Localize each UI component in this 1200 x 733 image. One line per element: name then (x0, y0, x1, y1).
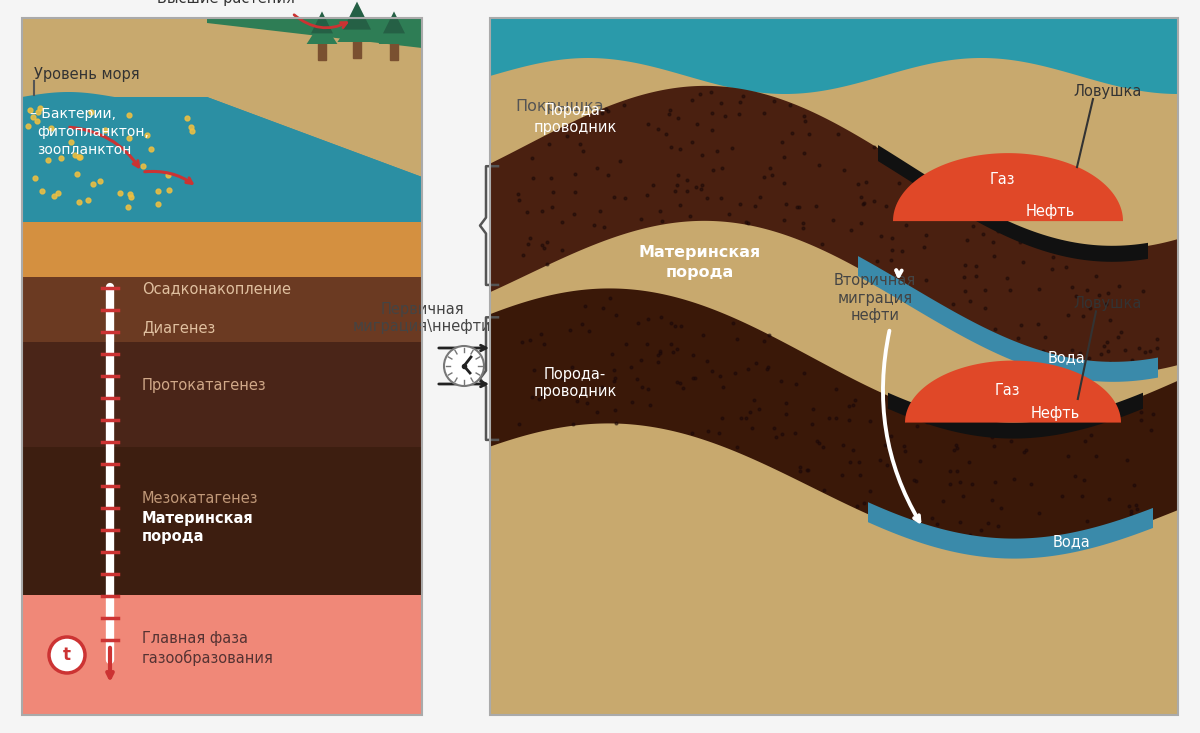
Text: Первичная
миграция\ннефти: Первичная миграция\ннефти (353, 302, 491, 334)
Polygon shape (22, 18, 422, 715)
Polygon shape (208, 18, 422, 48)
Polygon shape (383, 12, 406, 34)
Polygon shape (22, 342, 422, 447)
Bar (318, 42, 326, 60)
Polygon shape (878, 145, 1148, 262)
Polygon shape (868, 502, 1153, 559)
Polygon shape (22, 97, 422, 222)
Text: фитопланктон,: фитопланктон, (37, 125, 149, 139)
Polygon shape (893, 153, 1123, 221)
Polygon shape (22, 97, 422, 222)
Text: порода: порода (666, 265, 734, 280)
Text: Мезокатагенез: Мезокатагенез (142, 491, 258, 506)
Polygon shape (307, 21, 337, 44)
Text: Протокатагенез: Протокатагенез (142, 378, 266, 393)
Polygon shape (337, 12, 377, 42)
Bar (353, 40, 361, 58)
Text: Ловушка: Ловушка (1073, 296, 1141, 312)
Text: Диагенез: Диагенез (142, 320, 215, 335)
Polygon shape (905, 361, 1121, 423)
Bar (390, 42, 398, 60)
Circle shape (444, 346, 484, 386)
Text: Порода-
проводник: Порода- проводник (533, 103, 617, 135)
Text: Вода: Вода (1048, 350, 1086, 366)
Polygon shape (22, 222, 422, 277)
Text: зоопланктон: зоопланктон (37, 143, 131, 157)
Text: Покрышка: Покрышка (515, 99, 604, 114)
Text: Порода-
проводник: Порода- проводник (533, 366, 617, 399)
Polygon shape (22, 595, 422, 715)
Text: газообразования: газообразования (142, 650, 274, 666)
Polygon shape (22, 447, 422, 595)
Text: t: t (64, 646, 71, 664)
Polygon shape (490, 86, 1178, 374)
Text: Ловушка: Ловушка (1073, 84, 1141, 99)
Polygon shape (379, 21, 409, 44)
Polygon shape (22, 277, 422, 342)
Text: Осадконакопление: Осадконакопление (142, 281, 292, 296)
Polygon shape (490, 18, 1178, 94)
Text: Вода: Вода (1054, 534, 1091, 549)
Text: Уровень моря: Уровень моря (34, 67, 139, 82)
Polygon shape (311, 12, 334, 34)
Circle shape (49, 637, 85, 673)
Polygon shape (888, 393, 1142, 438)
Polygon shape (490, 18, 1178, 715)
Text: Материнская: Материнская (638, 245, 761, 259)
Polygon shape (343, 1, 371, 29)
Polygon shape (490, 289, 1178, 550)
Text: Нефть: Нефть (1026, 204, 1075, 219)
Text: Главная фаза: Главная фаза (142, 631, 248, 646)
Polygon shape (22, 92, 208, 102)
Polygon shape (858, 256, 1158, 382)
Text: Газ: Газ (990, 172, 1015, 187)
Text: порода: порода (142, 529, 204, 544)
Polygon shape (208, 18, 422, 177)
Text: Вторичная
миграция
нефти: Вторичная миграция нефти (834, 273, 916, 323)
Text: Материнская: Материнская (142, 511, 253, 526)
Text: – Бактерии,: – Бактерии, (30, 107, 116, 121)
Text: Нефть: Нефть (1031, 405, 1080, 421)
Text: Высшие растения —: Высшие растения — (157, 0, 314, 6)
Text: Газ: Газ (995, 383, 1020, 398)
